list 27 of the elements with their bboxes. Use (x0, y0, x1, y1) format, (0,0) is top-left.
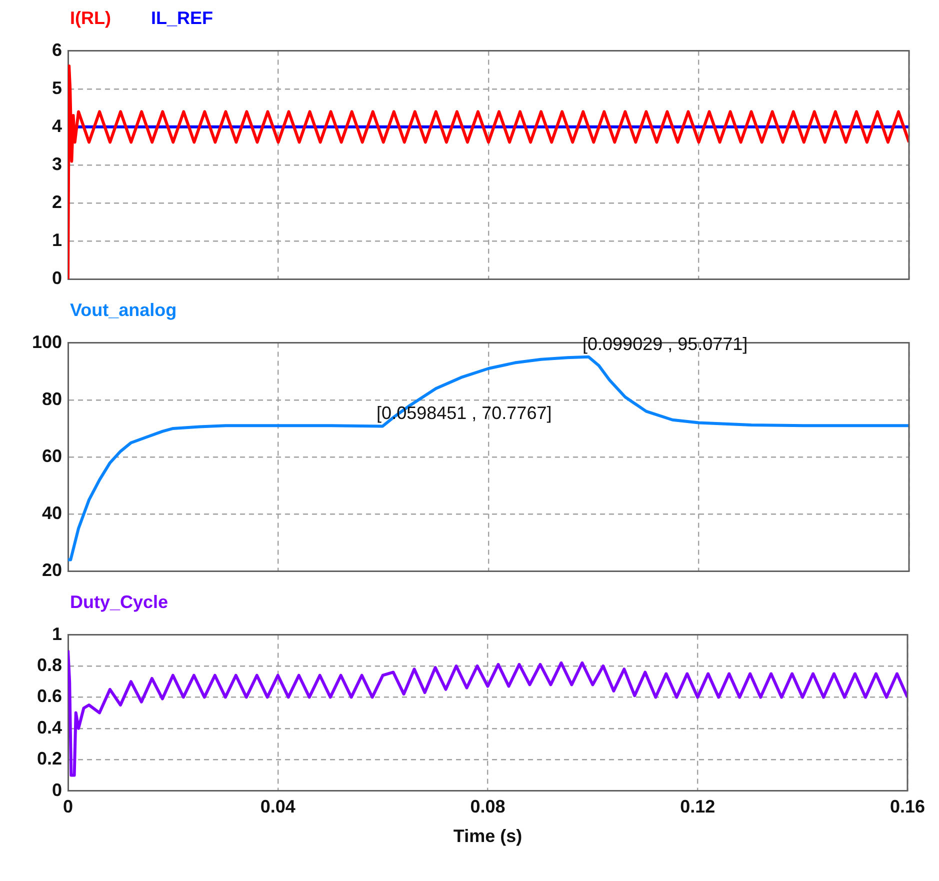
y-tick-label: 0.6 (36, 686, 62, 706)
y-tick-label: 0 (52, 268, 62, 288)
x-tick-label: 0.12 (680, 796, 716, 817)
y-tick-label: 0.2 (36, 748, 62, 769)
y-tick-label: 0.8 (36, 654, 62, 675)
x-axis-title: Time (s) (453, 826, 522, 846)
y-tick-label: 40 (42, 503, 62, 524)
text: Duty_Cycle (70, 592, 168, 614)
y-tick-label: 6 (52, 40, 62, 60)
text: I(RL) (70, 8, 111, 30)
y-tick-label: 1 (52, 624, 62, 644)
y-tick-label: 2 (52, 192, 62, 212)
y-tick-label: 80 (42, 388, 62, 409)
y-tick-label: 100 (32, 332, 62, 352)
text: Vout_analog (70, 300, 177, 322)
text: IL_REF (150, 8, 213, 30)
y-tick-label: 0 (52, 780, 62, 800)
x-tick-label: 0.16 (890, 796, 926, 817)
y-tick-label: 4 (52, 116, 62, 136)
y-tick-label: 0.4 (36, 717, 62, 738)
y-tick-label: 3 (52, 154, 62, 174)
y-tick-label: 1 (52, 230, 62, 250)
x-tick-label: 0.08 (470, 796, 506, 817)
y-tick-label: 60 (42, 446, 62, 466)
y-tick-label: 5 (52, 78, 62, 98)
y-tick-label: 20 (42, 560, 62, 580)
x-tick-label: 0.04 (260, 796, 296, 817)
